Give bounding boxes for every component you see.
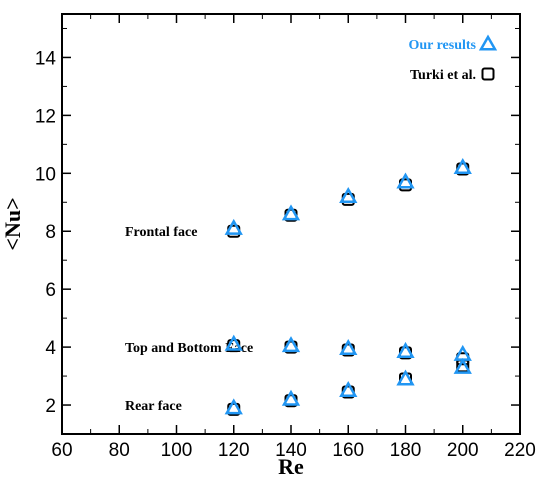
our-results-data-point [339, 381, 358, 398]
our-results-data-point [396, 172, 415, 189]
our-results-data-point [281, 336, 301, 353]
face-annotation: Frontal face [125, 225, 197, 240]
x-tick-label: 60 [51, 440, 72, 461]
legend: Our results Turki et al. [408, 34, 498, 83]
face-annotation: Top and Bottom Face [125, 341, 253, 356]
x-tick-label: 120 [218, 440, 250, 461]
our-results-data-point [339, 339, 358, 356]
y-tick-label: 10 [35, 164, 56, 185]
legend-marker [481, 67, 495, 81]
y-tick-label: 2 [45, 396, 56, 417]
legend-marker [478, 34, 498, 51]
y-tick-label: 12 [35, 106, 56, 127]
y-tick-label: 6 [45, 280, 56, 301]
our-results-data-point [453, 357, 472, 374]
our-results-data-point [281, 389, 301, 406]
y-tick-label: 8 [45, 222, 56, 243]
x-tick-label: 80 [109, 440, 130, 461]
x-tick-label: 100 [161, 440, 193, 461]
our-results-data-point [396, 369, 415, 386]
legend-label: Turki et al. [410, 68, 476, 83]
y-tick-label: 14 [35, 48, 57, 69]
our-results-data-point [396, 341, 415, 358]
our-results-data-point [281, 204, 301, 221]
x-tick-label: 220 [504, 440, 536, 461]
x-tick-label: 160 [332, 440, 364, 461]
x-tick-label: 200 [447, 440, 479, 461]
y-tick-label: 4 [45, 338, 56, 359]
our-results-data-point [224, 398, 243, 415]
face-annotation: Rear face [125, 399, 182, 414]
axis-tick-labels: 60 80 100 120 140 160 180 200 220 2 4 6 8 10 12 14 [35, 48, 536, 461]
our-results-data-point [224, 218, 243, 235]
x-tick-label: 140 [275, 440, 307, 461]
our-results-data-point [453, 157, 472, 175]
our-results-data-point [224, 334, 243, 351]
face-annotations: Frontal face Top and Bottom Face Rear face [125, 225, 253, 414]
y-axis-title: <Nu> [0, 197, 25, 250]
x-axis-title: Re [278, 454, 304, 479]
x-tick-label: 180 [390, 440, 422, 461]
axis-ticks [61, 14, 521, 435]
data-marks [224, 157, 472, 416]
legend-label: Our results [408, 38, 476, 53]
our-results-data-point [339, 186, 358, 203]
